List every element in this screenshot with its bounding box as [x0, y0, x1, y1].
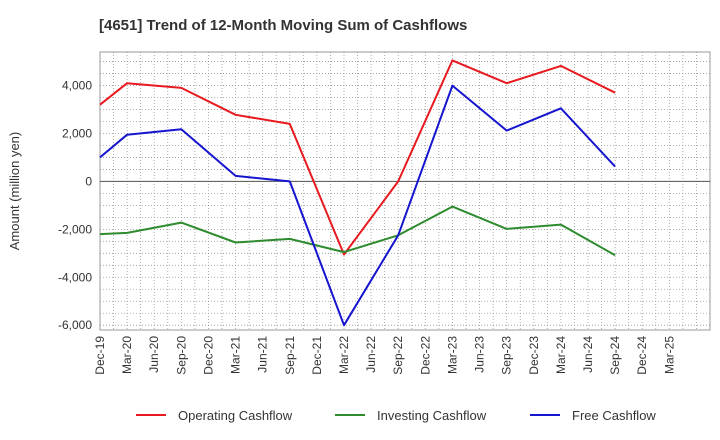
x-tick-label: Jun-24 [581, 336, 595, 373]
x-tick-label: Mar-24 [554, 336, 568, 374]
x-tick-label: Dec-22 [418, 336, 432, 375]
legend-label: Free Cashflow [572, 408, 656, 423]
gridlines [100, 52, 710, 330]
x-tick-label: Dec-24 [635, 336, 649, 375]
legend: Operating Cashflow Investing Cashflow Free… [136, 408, 656, 423]
y-tick-label: -6,000 [58, 318, 92, 332]
x-tick-label: Sep-24 [608, 336, 622, 375]
x-tick-label: Mar-22 [337, 336, 351, 374]
x-tick-label: Mar-20 [120, 336, 134, 374]
x-tick-label: Sep-22 [391, 336, 405, 375]
series-line-operating-cashflow [99, 59, 616, 256]
series-line-free-cashflow [99, 84, 616, 327]
x-tick-label: Sep-20 [174, 336, 188, 375]
y-tick-label: -4,000 [58, 270, 92, 284]
x-tick-label: Sep-21 [283, 336, 297, 375]
y-tick-label: -2,000 [58, 222, 92, 236]
y-tick-label: 4,000 [62, 79, 92, 93]
x-tick-label: Jun-20 [147, 336, 161, 373]
x-tick-label: Jun-21 [256, 336, 270, 373]
x-tick-label: Jun-23 [473, 336, 487, 373]
x-tick-label: Jun-22 [364, 336, 378, 373]
series-line-investing-cashflow [99, 205, 616, 257]
x-tick-label: Dec-23 [527, 336, 541, 375]
x-tick-label: Dec-21 [310, 336, 324, 375]
y-axis-label: Amount (million yen) [7, 132, 22, 251]
chart-title: [4651] Trend of 12-Month Moving Sum of C… [99, 17, 467, 34]
x-tick-label: Mar-21 [229, 336, 243, 374]
legend-label: Operating Cashflow [178, 408, 293, 423]
x-tick-label: Dec-20 [201, 336, 215, 375]
y-tick-label: 2,000 [62, 126, 92, 140]
x-axis-ticks: Dec-19 Mar-20 Jun-20 Sep-20 Dec-20 Mar-21 Jun-… [93, 336, 676, 375]
x-tick-label: Sep-23 [500, 336, 514, 375]
legend-label: Investing Cashflow [377, 408, 487, 423]
series-lines [99, 59, 616, 327]
x-tick-label: Mar-23 [445, 336, 459, 374]
x-tick-label: Mar-25 [662, 336, 676, 374]
y-axis-ticks: 4,000 2,000 0 -2,000 -4,000 -6,000 [58, 79, 92, 333]
x-tick-label: Dec-19 [93, 336, 107, 375]
y-tick-label: 0 [85, 174, 92, 188]
